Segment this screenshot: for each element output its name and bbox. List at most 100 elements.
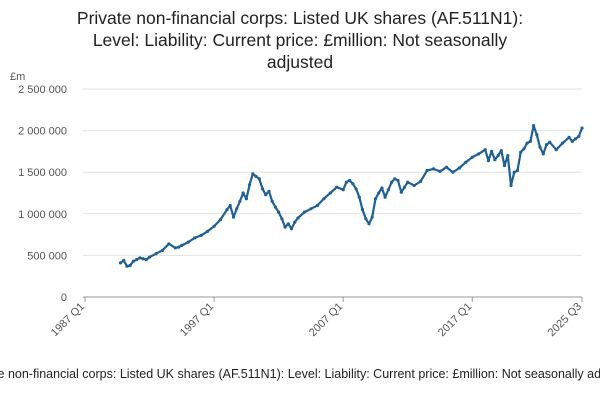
data-point[interactable] [322, 197, 326, 201]
data-point[interactable] [541, 152, 545, 156]
data-point[interactable] [273, 205, 277, 209]
data-point[interactable] [199, 233, 203, 237]
data-point[interactable] [573, 137, 578, 141]
data-point[interactable] [235, 207, 239, 211]
data-point[interactable] [283, 225, 287, 229]
data-point[interactable] [264, 193, 268, 197]
data-point[interactable] [328, 191, 332, 195]
data-point[interactable] [251, 172, 255, 176]
data-point[interactable] [490, 149, 494, 153]
data-point[interactable] [260, 187, 265, 191]
data-point[interactable] [386, 188, 390, 192]
data-point[interactable] [315, 203, 319, 208]
data-point[interactable] [231, 215, 236, 219]
data-point[interactable] [522, 147, 526, 151]
data-point[interactable] [506, 154, 510, 158]
data-point[interactable] [302, 210, 307, 214]
data-point[interactable] [577, 134, 581, 138]
data-point[interactable] [406, 180, 410, 184]
data-point[interactable] [122, 258, 126, 262]
data-point[interactable] [519, 150, 523, 154]
data-point[interactable] [267, 189, 271, 193]
data-point[interactable] [438, 169, 442, 173]
data-point[interactable] [160, 248, 165, 252]
data-point[interactable] [535, 133, 539, 137]
data-point[interactable] [135, 258, 139, 262]
data-point[interactable] [257, 177, 261, 181]
data-point[interactable] [218, 218, 223, 222]
data-point[interactable] [525, 141, 529, 145]
data-point[interactable] [570, 139, 574, 143]
data-point[interactable] [277, 210, 281, 214]
data-point[interactable] [496, 154, 500, 158]
data-point[interactable] [173, 246, 177, 250]
data-point[interactable] [544, 143, 549, 147]
data-point[interactable] [383, 195, 387, 199]
data-point[interactable] [309, 207, 313, 211]
data-point[interactable] [412, 183, 416, 188]
data-point[interactable] [477, 152, 481, 156]
data-point[interactable] [486, 159, 490, 163]
data-point[interactable] [228, 203, 232, 208]
data-point[interactable] [532, 124, 536, 128]
data-point[interactable] [348, 178, 352, 183]
data-point[interactable] [431, 167, 436, 171]
data-point[interactable] [470, 155, 474, 159]
data-point[interactable] [206, 229, 210, 233]
data-point[interactable] [399, 190, 403, 194]
data-point[interactable] [289, 227, 294, 231]
data-point[interactable] [377, 191, 381, 195]
data-point[interactable] [554, 148, 558, 152]
data-point[interactable] [225, 208, 229, 212]
data-point[interactable] [444, 165, 449, 169]
data-point[interactable] [280, 217, 284, 221]
data-point[interactable] [367, 222, 371, 226]
data-point[interactable] [177, 245, 181, 249]
data-point[interactable] [270, 199, 274, 203]
data-point[interactable] [144, 258, 148, 262]
data-point[interactable] [141, 257, 145, 261]
data-point[interactable] [293, 220, 297, 224]
data-point[interactable] [364, 217, 368, 221]
data-point[interactable] [147, 255, 152, 259]
data-point[interactable] [244, 197, 248, 201]
data-point[interactable] [393, 177, 397, 181]
data-point[interactable] [118, 261, 123, 265]
data-point[interactable] [425, 168, 429, 173]
data-point[interactable] [167, 242, 171, 246]
data-point[interactable] [493, 158, 497, 162]
data-point[interactable] [567, 135, 571, 139]
data-point[interactable] [396, 178, 400, 183]
data-point[interactable] [360, 208, 365, 212]
data-point[interactable] [483, 148, 487, 152]
data-point[interactable] [528, 139, 533, 143]
data-point[interactable] [502, 163, 507, 168]
data-point[interactable] [380, 186, 384, 190]
data-point[interactable] [354, 187, 358, 191]
data-point[interactable] [357, 195, 361, 199]
data-point[interactable] [248, 183, 252, 187]
data-point[interactable] [580, 126, 584, 130]
data-point[interactable] [254, 174, 258, 178]
data-point[interactable] [561, 141, 565, 145]
data-point[interactable] [464, 160, 468, 164]
data-point[interactable] [128, 263, 132, 267]
data-point[interactable] [335, 185, 339, 189]
data-point[interactable] [125, 264, 129, 268]
data-point[interactable] [509, 183, 513, 188]
data-point[interactable] [186, 240, 190, 244]
data-point[interactable] [238, 199, 242, 203]
data-point[interactable] [402, 185, 407, 189]
data-point[interactable] [193, 236, 197, 240]
data-point[interactable] [180, 243, 184, 247]
data-point[interactable] [512, 170, 516, 174]
data-point[interactable] [419, 179, 423, 183]
data-point[interactable] [241, 191, 245, 195]
data-point[interactable] [373, 197, 378, 201]
data-point[interactable] [370, 215, 374, 219]
data-point[interactable] [548, 140, 552, 144]
data-point[interactable] [131, 259, 135, 263]
data-point[interactable] [390, 180, 394, 184]
data-point[interactable] [286, 222, 290, 226]
data-point[interactable] [344, 180, 348, 184]
